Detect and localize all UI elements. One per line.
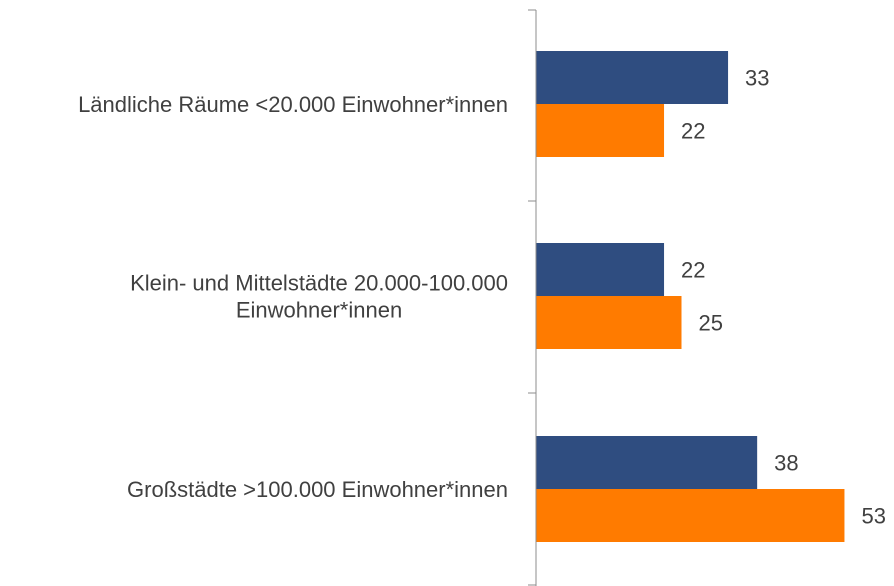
- bars: [536, 51, 845, 542]
- bar: [536, 489, 845, 542]
- category-label-line: Ländliche Räume <20.000 Einwohner*innen: [78, 92, 508, 117]
- data-label: 53: [861, 504, 885, 529]
- bar: [536, 51, 729, 104]
- category-label-line: Einwohner*innen: [236, 298, 402, 323]
- category-label: Großstädte >100.000 Einwohner*innen: [127, 477, 508, 502]
- category-label-line: Großstädte >100.000 Einwohner*innen: [127, 477, 508, 502]
- bar: [536, 296, 682, 349]
- bar: [536, 436, 758, 489]
- category-label-line: Klein- und Mittelstädte 20.000-100.000: [130, 271, 508, 296]
- category-label: Klein- und Mittelstädte 20.000-100.000 Ei…: [130, 271, 508, 323]
- data-label: 33: [745, 66, 769, 91]
- bar: [536, 104, 665, 157]
- bar: [536, 243, 665, 296]
- data-label: 22: [681, 119, 705, 144]
- category-labels: Ländliche Räume <20.000 Einwohner*innen K…: [78, 92, 508, 502]
- data-label: 25: [699, 311, 723, 336]
- category-axis: [528, 9, 537, 586]
- data-label: 22: [681, 258, 705, 283]
- value-labels: 33 22 22 25 38 53: [681, 66, 886, 529]
- data-label: 38: [774, 451, 798, 476]
- category-label: Ländliche Räume <20.000 Einwohner*innen: [78, 92, 508, 117]
